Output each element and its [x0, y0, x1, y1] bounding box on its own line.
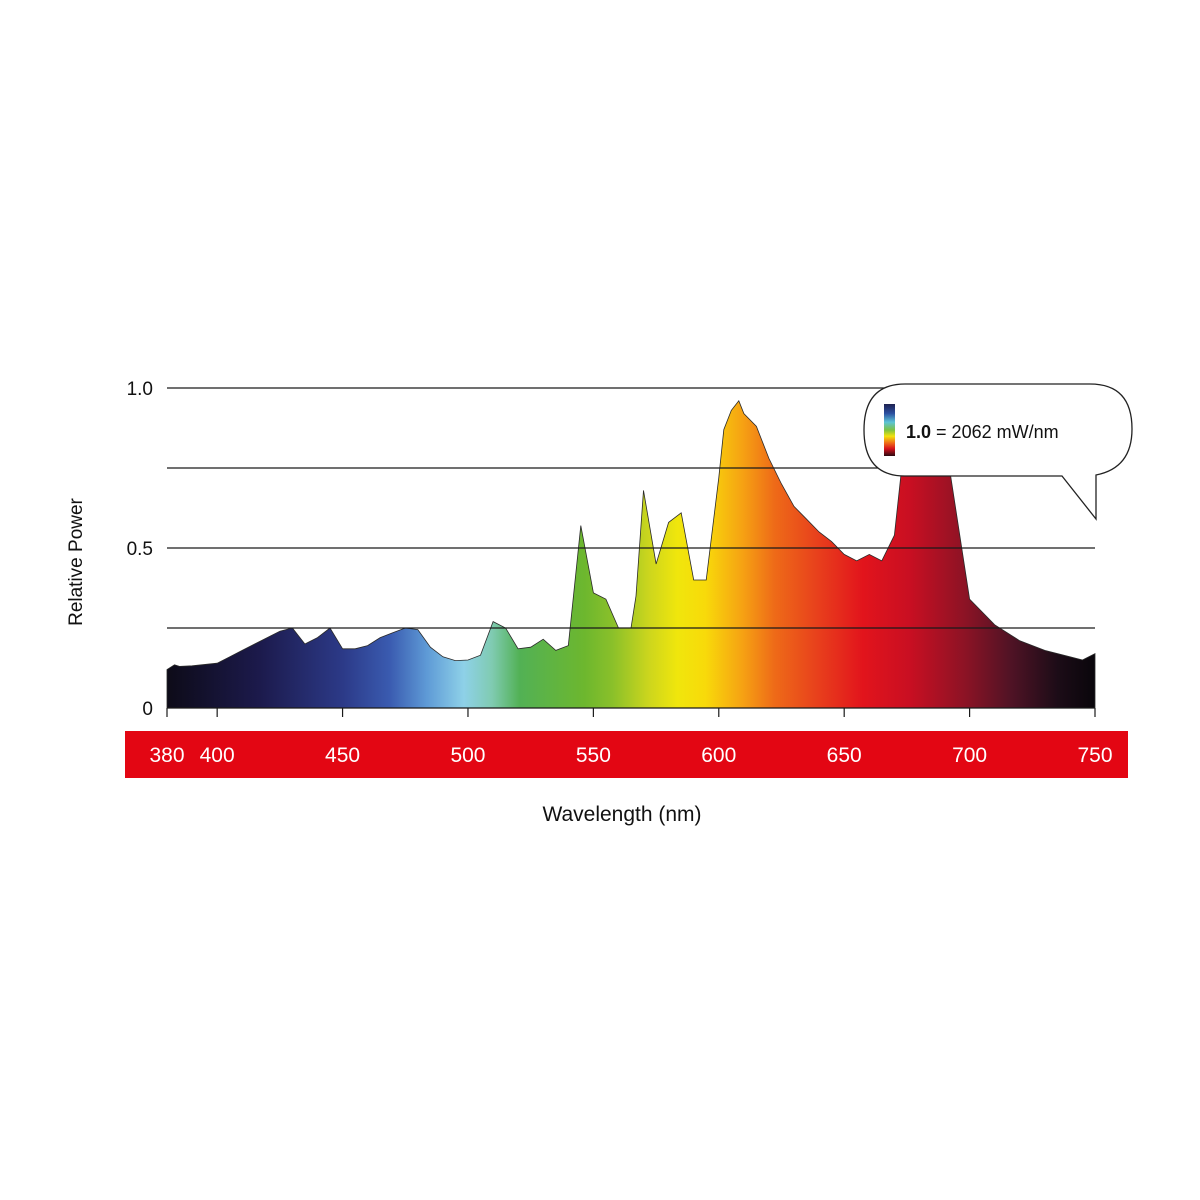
y-tick-label: 0.5: [127, 539, 153, 560]
wavelength-band-labels: 380 400 450 500 550 600 650 700 750: [149, 744, 1112, 767]
legend-value-label: 1.0: [906, 422, 931, 442]
x-tick-label: 400: [200, 744, 235, 767]
wavelength-band: [125, 731, 1128, 778]
x-tick-label: 700: [952, 744, 987, 767]
legend-text: 1.0 = 2062 mW/nm: [906, 422, 1059, 442]
y-axis-label: Relative Power: [66, 497, 87, 625]
legend-value-text: = 2062 mW/nm: [936, 422, 1059, 442]
x-tick-label: 380: [149, 744, 184, 767]
x-tick-label: 450: [325, 744, 360, 767]
legend-bubble: [863, 383, 1133, 521]
x-tick-label: 750: [1077, 744, 1112, 767]
x-axis: [166, 707, 1096, 717]
y-tick-label: 0: [142, 699, 153, 720]
x-axis-label: Wavelength (nm): [542, 803, 701, 826]
legend-callout: 1.0 = 2062 mW/nm: [863, 383, 1133, 521]
x-tick-label: 500: [450, 744, 485, 767]
x-tick-label: 650: [827, 744, 862, 767]
y-tick-label: 1.0: [127, 379, 153, 400]
x-tick-label: 550: [576, 744, 611, 767]
y-tick-labels: 0 0.5 1.0: [127, 379, 153, 720]
legend-color-swatch: [884, 404, 895, 456]
x-tick-label: 600: [701, 744, 736, 767]
